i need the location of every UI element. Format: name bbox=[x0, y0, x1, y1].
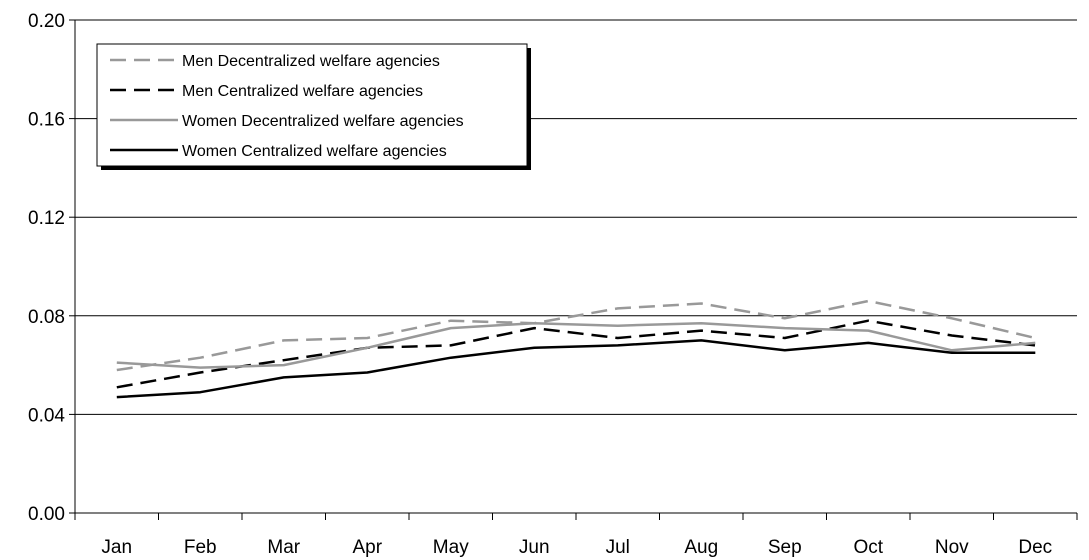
y-tick-label: 0.08 bbox=[28, 307, 65, 328]
series-line-3 bbox=[116, 321, 1036, 369]
x-tick-label: Dec bbox=[1018, 537, 1052, 558]
legend-label-2: Men Centralized welfare agencies bbox=[182, 83, 423, 100]
series-line-1 bbox=[116, 299, 1036, 372]
series-line-2 bbox=[116, 319, 1036, 389]
series-line-4 bbox=[116, 339, 1036, 399]
x-tick-label: Aug bbox=[684, 537, 718, 558]
x-tick-label: Oct bbox=[853, 537, 883, 558]
y-axis-ticks: 0.00 0.04 0.08 0.12 0.16 0.20 bbox=[28, 11, 75, 525]
legend-box bbox=[96, 43, 528, 167]
x-tick-label: Mar bbox=[267, 537, 300, 558]
x-tick-label: Sep bbox=[768, 537, 802, 558]
x-tick-label: Jan bbox=[101, 537, 132, 558]
x-tick-label: Feb bbox=[184, 537, 217, 558]
y-tick-label: 0.12 bbox=[28, 208, 65, 229]
legend-label-4: Women Centralized welfare agencies bbox=[182, 143, 447, 160]
legend: Men Decentralized welfare agencies Men Ce… bbox=[96, 43, 531, 170]
axes bbox=[74, 20, 1077, 514]
y-tick-label: 0.16 bbox=[28, 110, 65, 131]
x-tick-label: May bbox=[433, 537, 469, 558]
x-tick-label: Apr bbox=[352, 537, 382, 558]
x-tick-label: Jun bbox=[519, 537, 550, 558]
legend-label-1: Men Decentralized welfare agencies bbox=[182, 53, 440, 70]
y-tick-label: 0.00 bbox=[28, 504, 65, 525]
x-tick-label: Jul bbox=[606, 537, 630, 558]
x-tick-label: Nov bbox=[935, 537, 969, 558]
x-axis-ticks: Jan Feb Mar Apr May Jun Jul Aug Sep Oct Nov Dec bbox=[74, 513, 1078, 558]
series-lines bbox=[116, 299, 1036, 399]
y-tick-label: 0.04 bbox=[28, 405, 65, 426]
y-tick-label: 0.20 bbox=[28, 11, 65, 32]
legend-label-3: Women Decentralized welfare agencies bbox=[182, 113, 464, 130]
